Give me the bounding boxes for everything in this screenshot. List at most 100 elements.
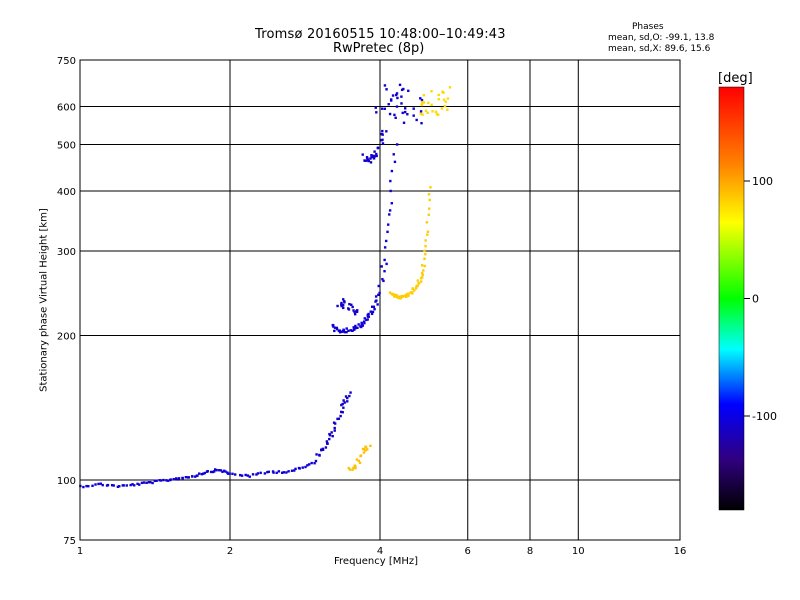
echo-point <box>431 110 434 113</box>
echo-point <box>400 88 404 92</box>
echo-point <box>333 329 336 333</box>
echo-point <box>423 257 426 260</box>
echo-point <box>426 233 429 236</box>
echo-point <box>293 469 296 472</box>
echo-point <box>350 303 353 307</box>
echo-point <box>383 258 386 262</box>
echo-point <box>287 470 290 473</box>
echo-point <box>383 246 387 249</box>
echo-point <box>419 280 423 283</box>
y-tick-label: 200 <box>57 332 76 343</box>
echo-point <box>406 113 409 116</box>
echo-point <box>198 472 201 475</box>
echo-point <box>315 453 318 456</box>
echo-point <box>396 96 399 100</box>
echo-point <box>388 112 392 116</box>
echo-point <box>326 442 329 445</box>
echo-point <box>372 154 375 158</box>
echo-point <box>383 269 386 273</box>
echo-point <box>387 103 390 106</box>
echo-point <box>324 446 328 449</box>
echo-point <box>307 463 311 466</box>
echo-point <box>91 484 94 488</box>
echo-point <box>375 111 378 114</box>
echo-point <box>425 221 429 224</box>
y-tick-label: 400 <box>57 187 76 198</box>
echo-point <box>446 108 449 112</box>
echo-point <box>356 326 359 329</box>
echo-point <box>266 470 269 474</box>
echo-point <box>366 318 369 321</box>
echo-point <box>411 287 414 290</box>
echo-point <box>333 429 336 432</box>
echo-point <box>370 154 373 157</box>
echo-point <box>147 481 151 484</box>
echo-point <box>344 395 348 398</box>
echo-point <box>364 449 367 452</box>
echo-point <box>429 186 432 189</box>
echo-point <box>375 154 378 158</box>
echo-point <box>407 292 410 295</box>
echo-point <box>385 88 388 91</box>
echo-point <box>365 156 369 159</box>
echo-point <box>340 301 343 305</box>
echo-point <box>369 444 372 448</box>
echo-point <box>426 230 430 233</box>
echo-point <box>424 239 427 242</box>
echo-point <box>331 324 334 327</box>
echo-point <box>346 396 349 400</box>
echo-point <box>320 448 323 452</box>
echo-point <box>415 286 418 289</box>
echo-point <box>415 118 418 122</box>
echo-point <box>209 470 213 474</box>
echo-point <box>366 315 370 318</box>
echo-point <box>301 466 304 469</box>
echo-point <box>332 325 335 328</box>
echo-point <box>390 202 393 205</box>
echo-point <box>345 330 348 334</box>
echo-point <box>361 447 365 451</box>
echo-point <box>343 401 346 404</box>
y-tick-label: 500 <box>57 141 76 152</box>
echo-point <box>335 327 339 331</box>
x-axis-label: Frequency [MHz] <box>334 556 419 567</box>
echo-point <box>248 475 251 478</box>
echo-point <box>360 325 363 329</box>
echo-point <box>366 158 370 161</box>
echo-point <box>325 440 329 443</box>
echo-point <box>155 479 158 482</box>
echo-point <box>338 331 342 334</box>
y-tick-label: 75 <box>63 536 76 547</box>
echo-point <box>446 97 450 100</box>
echo-point <box>228 472 231 475</box>
echo-point <box>380 132 383 136</box>
echo-point <box>345 327 348 330</box>
echo-point <box>374 106 377 109</box>
echo-point <box>116 485 120 489</box>
echo-point <box>112 484 115 487</box>
echo-point <box>393 295 396 298</box>
echo-point <box>355 310 359 314</box>
echo-point <box>342 298 345 301</box>
echo-point <box>353 313 357 316</box>
echo-point <box>191 475 194 478</box>
echo-point <box>82 485 85 489</box>
echo-point <box>443 104 447 108</box>
echo-point <box>181 476 184 480</box>
echo-point <box>256 472 260 475</box>
echo-point <box>255 473 258 476</box>
echo-point <box>194 475 197 478</box>
colorbar-tick-label: 0 <box>752 293 759 306</box>
x-tick-label: 10 <box>572 546 585 557</box>
echo-point <box>343 330 347 334</box>
echo-point <box>420 98 424 102</box>
echo-point <box>335 326 339 330</box>
echo-point <box>240 474 244 477</box>
echo-point <box>385 130 388 133</box>
echo-point <box>206 470 209 473</box>
echo-point <box>388 291 392 294</box>
echo-point <box>219 469 223 472</box>
echo-point <box>444 100 447 103</box>
echo-point <box>363 317 366 320</box>
echo-point <box>423 249 426 253</box>
